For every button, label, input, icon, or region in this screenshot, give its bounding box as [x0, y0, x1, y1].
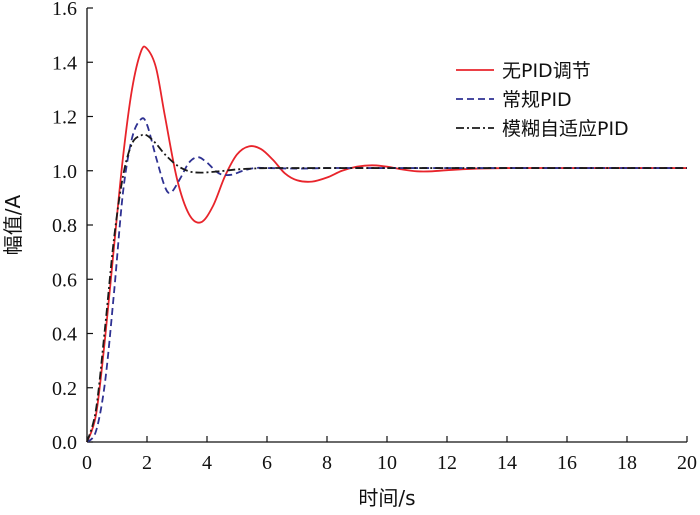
legend-label: 无PID调节 — [502, 60, 591, 82]
legend-label: 常规PID — [502, 89, 572, 111]
y-tick-label: 0.4 — [52, 324, 77, 346]
x-tick-label: 4 — [202, 452, 212, 474]
series-layer — [86, 45, 687, 443]
x-tick-label: 12 — [437, 452, 457, 474]
x-tick-label: 2 — [142, 452, 152, 474]
x-tick-label: 0 — [82, 452, 92, 474]
y-tick-label: 1.0 — [52, 161, 77, 183]
x-tick-label: 16 — [557, 452, 577, 474]
y-tick-label: 0.0 — [52, 432, 77, 454]
y-tick-label: 0.6 — [52, 269, 77, 291]
x-tick-label: 10 — [377, 452, 397, 474]
y-tick-label: 1.6 — [52, 0, 77, 20]
y-axis-label: 幅值/A — [1, 194, 25, 255]
plot-area — [86, 8, 687, 443]
y-tick-label: 0.8 — [52, 215, 77, 237]
x-tick-label: 18 — [617, 452, 637, 474]
x-axis: 0 2 4 6 8 10 12 14 16 18 20 — [82, 436, 697, 474]
series-line-3 — [86, 133, 687, 443]
y-tick-label: 1.2 — [52, 107, 77, 129]
y-tick-label: 1.4 — [52, 52, 77, 74]
series-line-1 — [86, 45, 687, 443]
x-tick-label: 14 — [497, 452, 517, 474]
x-tick-label: 20 — [677, 452, 697, 474]
x-axis-label: 时间/s — [358, 486, 415, 510]
x-tick-label: 8 — [322, 452, 332, 474]
x-tick-label: 6 — [262, 452, 272, 474]
y-tick-label: 0.2 — [52, 378, 77, 400]
y-axis: 0.0 0.2 0.4 0.6 0.8 1.0 1.2 1.4 1.6 — [52, 0, 93, 454]
legend-label: 模糊自适应PID — [502, 118, 629, 140]
series-line-2 — [86, 117, 687, 443]
